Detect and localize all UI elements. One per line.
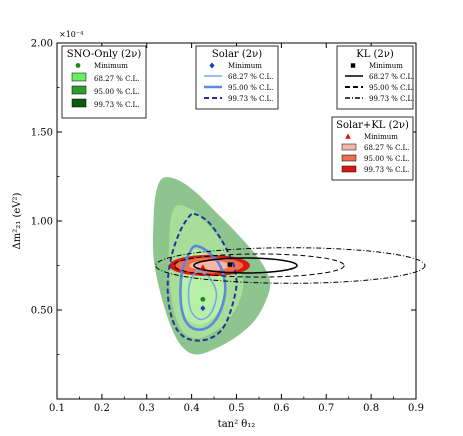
kl-contour-99-73 xyxy=(155,247,426,284)
legend-entry-label: Minimum xyxy=(94,62,128,70)
legend-entry-label: 95.00 % C.L. xyxy=(364,155,409,163)
legend-swatch xyxy=(71,85,87,95)
solar-kl-region-68-27 xyxy=(189,260,230,271)
y-tick-label: 2.00 xyxy=(31,39,53,50)
y-axis-label: Δm²₂₁ (eV²) xyxy=(12,192,23,249)
legend-entry-label: 68.27 % C.L. xyxy=(369,73,414,81)
x-tick-label: 0.4 xyxy=(184,403,200,414)
x-tick-label: 0.2 xyxy=(94,403,110,414)
y-tick-label: 1.00 xyxy=(31,217,53,228)
y-tick-label: 1.50 xyxy=(31,128,53,139)
legend-title: Solar+KL (2ν) xyxy=(336,120,409,131)
solar-contour-68-27 xyxy=(187,269,218,321)
legends: SNO-Only (2ν) Minimum 68.27 % C.L. 95.00 % … xyxy=(61,45,414,181)
legend-entry-label: 68.27 % C.L. xyxy=(228,73,273,81)
legend-entry-label: 99.73 % C.L. xyxy=(369,95,414,103)
legend-swatch xyxy=(341,143,357,151)
legend-swatch xyxy=(71,98,87,108)
kl-contour-95-00 xyxy=(173,253,345,278)
legend-entry-label: 68.27 % C.L. xyxy=(94,75,139,83)
legend-solar: Solar (2ν) Minimum 68.27 % C.L. 95.00 % C.L… xyxy=(195,45,279,110)
x-axis-label: tan² θ₁₂ xyxy=(218,419,256,430)
legend-sno-only: SNO-Only (2ν) Minimum 68.27 % C.L. 95.00 % … xyxy=(61,45,147,119)
legend-entry-label: 95.00 % C.L. xyxy=(369,84,414,92)
legend-title: KL (2ν) xyxy=(356,49,394,60)
legend-entry-label: Minimum xyxy=(369,62,403,70)
legend-marker xyxy=(209,62,215,69)
legend-frame xyxy=(195,45,279,110)
legend-entry-label: 68.27 % C.L. xyxy=(364,144,409,152)
y-multiplier-label: ×10⁻⁴ xyxy=(59,30,83,39)
legend-entry-label: Minimum xyxy=(228,62,262,70)
legend-marker xyxy=(345,133,351,139)
minimum-kl xyxy=(227,262,232,267)
legend-solar+kl: Solar+KL (2ν) Minimum 68.27 % C.L. 95.00 % … xyxy=(331,116,414,181)
legend-entry-label: 99.73 % C.L. xyxy=(228,95,273,103)
kl-contour-68-27 xyxy=(193,257,298,274)
x-tick-label: 0.7 xyxy=(318,403,334,414)
x-tick-label: 0.6 xyxy=(273,403,289,414)
minima-markers xyxy=(200,262,232,312)
minimum-sno-only xyxy=(200,296,206,302)
solar-contour-95-00 xyxy=(179,244,227,331)
kl-contours xyxy=(155,247,426,284)
legend-entry-label: 99.73 % C.L. xyxy=(94,101,139,109)
x-tick-label: 0.8 xyxy=(363,403,379,414)
y-tick-label: 0.50 xyxy=(31,306,53,317)
legend-title: SNO-Only (2ν) xyxy=(67,49,142,60)
minimum-solar xyxy=(200,305,206,312)
legend-entry-label: 95.00 % C.L. xyxy=(228,84,273,92)
legend-swatch xyxy=(341,154,357,162)
legend-marker xyxy=(350,63,356,68)
legend-swatch xyxy=(71,72,87,82)
axis-ticks: 0.1 0.2 0.3 0.4 0.5 0.6 0.7 0.8 0.9 0.50 1.00 1.50 2… xyxy=(31,39,424,415)
minimum-solar-kl xyxy=(200,264,206,270)
legend-entry-label: Minimum xyxy=(364,133,398,141)
legend-swatch xyxy=(341,165,357,173)
x-tick-label: 0.3 xyxy=(139,403,155,414)
legend-title: Solar (2ν) xyxy=(212,49,262,60)
legend-kl: KL (2ν) Minimum 68.27 % C.L. 95.00 % C.L. 99… xyxy=(336,45,414,110)
x-tick-label: 0.9 xyxy=(408,403,424,414)
legend-marker xyxy=(75,63,81,68)
x-tick-label: 0.1 xyxy=(49,403,65,414)
x-tick-label: 0.5 xyxy=(229,403,245,414)
legend-entry-label: 95.00 % C.L. xyxy=(94,88,139,96)
legend-entry-label: 99.73 % C.L. xyxy=(364,166,409,174)
